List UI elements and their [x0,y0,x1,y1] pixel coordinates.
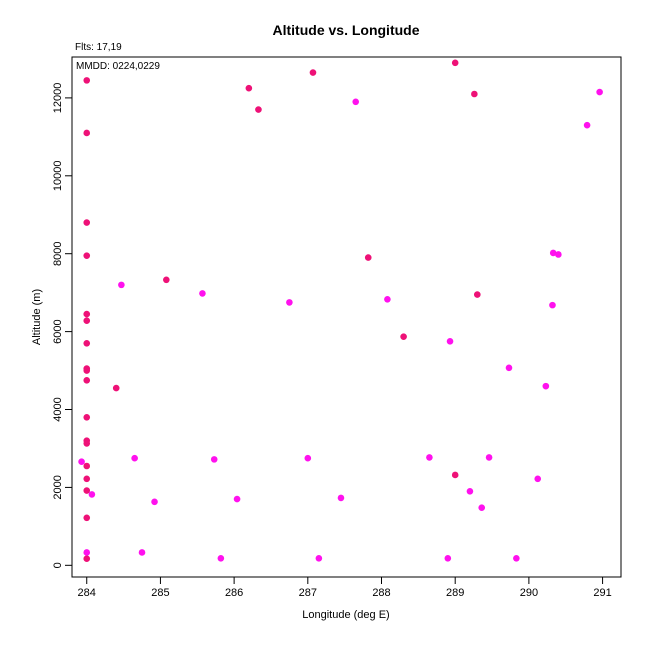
data-point [478,504,486,511]
data-point [83,413,91,421]
data-point [596,88,603,96]
y-tick-label: 4000 [52,397,64,421]
y-tick-label: 10000 [52,161,64,192]
data-point [83,487,91,494]
data-point [444,555,452,562]
data-point [364,254,372,261]
annotation-flights: Flts: 17,19 [75,42,122,53]
data-point [83,440,91,447]
data-point [485,454,493,461]
data-point [78,458,85,466]
data-point [471,90,478,98]
chart-title: Altitude vs. Longitude [273,22,420,38]
data-point [466,488,474,495]
y-tick-label: 6000 [52,319,64,343]
data-point [131,454,138,462]
data-point [446,338,454,345]
data-point [217,555,225,562]
data-point [83,475,91,483]
data-point [534,475,542,483]
data-point [83,317,91,325]
data-point [549,249,557,257]
data-point [286,299,293,306]
data-point [83,367,91,374]
data-point [138,549,146,556]
data-point [83,555,91,562]
data-point [83,129,91,137]
data-point [83,462,91,470]
data-point [555,251,562,258]
y-tick-label: 2000 [52,475,64,499]
data-point [151,498,158,506]
x-tick-label: 287 [299,587,317,599]
annotation-mmdd: MMDD: 0224,0229 [76,61,160,72]
data-point [505,364,513,372]
y-tick-label: 0 [52,562,64,568]
data-point [88,491,96,498]
data-point [451,471,459,479]
data-point [315,555,323,562]
data-point [199,290,206,297]
data-point [83,549,91,556]
y-tick-label: 8000 [52,241,64,265]
data-point [233,495,241,503]
data-points [78,59,603,562]
data-point [112,384,120,392]
data-point [352,98,360,106]
data-point [83,219,91,226]
data-point [163,276,170,284]
x-tick-label: 284 [78,587,96,599]
data-point [255,106,262,113]
data-point [400,333,407,340]
x-tick-label: 289 [446,587,464,599]
data-point [304,454,312,462]
x-tick-label: 285 [151,587,169,599]
data-point [245,84,253,92]
data-point [474,291,481,298]
data-point [426,454,433,461]
x-axis-label: Longitude (deg E) [302,609,389,621]
x-tick-label: 291 [593,587,611,599]
data-point [83,252,91,259]
data-point [542,382,550,390]
data-point [83,376,91,384]
data-point [210,456,218,463]
x-axis: 284 285 286 287 288 289 290 291 [78,576,612,599]
data-point [118,281,125,289]
data-point [83,514,91,522]
data-point [83,310,91,318]
x-tick-label: 290 [520,587,538,599]
y-axis-label: Altitude (m) [31,289,43,345]
data-point [337,494,345,502]
data-point [83,339,91,347]
data-point [309,69,317,76]
x-tick-label: 286 [225,587,243,599]
y-tick-label: 12000 [52,83,64,114]
data-point [583,121,591,129]
data-point [451,59,459,67]
x-tick-label: 288 [372,587,390,599]
y-axis: 0 2000 4000 6000 8000 10000 12000 [52,83,73,568]
data-point [549,301,556,309]
data-point [83,77,91,84]
data-point [513,555,520,562]
data-point [384,295,391,303]
